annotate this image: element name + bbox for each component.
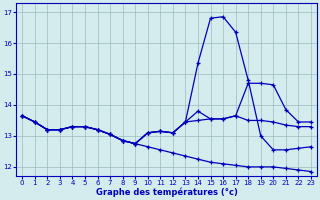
X-axis label: Graphe des températures (°c): Graphe des températures (°c) — [96, 188, 237, 197]
